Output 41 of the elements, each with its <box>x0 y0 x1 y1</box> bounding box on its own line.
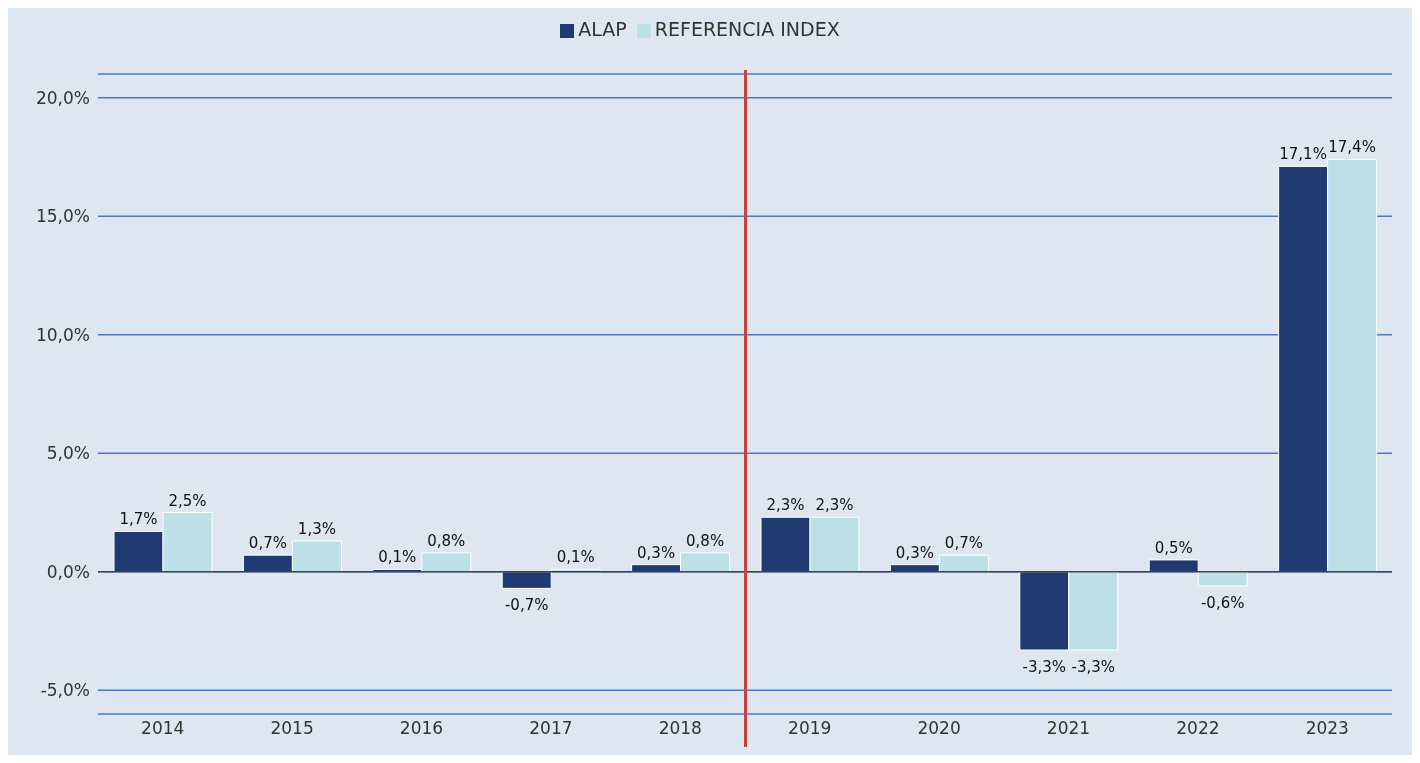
data-label: 0,5% <box>1154 538 1193 557</box>
data-label: 2,3% <box>766 496 805 515</box>
y-tick-label: 10,0% <box>35 324 90 345</box>
y-tick-label: 5,0% <box>46 443 90 464</box>
y-tick-label: 15,0% <box>35 206 90 227</box>
x-tick-label: 2020 <box>917 718 961 739</box>
data-label: -3,3% <box>1022 658 1067 676</box>
data-label: 0,8% <box>686 531 725 550</box>
legend-label: ALAP <box>578 18 627 40</box>
data-label: 0,8% <box>427 531 466 550</box>
data-label: -3,3% <box>1071 658 1116 676</box>
x-tick-label: 2014 <box>141 718 185 739</box>
data-label: 0,1% <box>556 548 595 567</box>
data-label: 0,7% <box>248 534 287 553</box>
y-tick-label: 0,0% <box>46 561 90 582</box>
y-tick-label: 20,0% <box>35 87 90 108</box>
y-tick-label: -5,0% <box>40 680 90 701</box>
data-label: 1,3% <box>297 519 336 538</box>
data-label: -0,6% <box>1200 594 1245 612</box>
data-label: 1,7% <box>119 510 158 529</box>
bar <box>1197 571 1248 587</box>
data-label: 0,3% <box>637 543 676 562</box>
data-label: 2,3% <box>815 496 854 515</box>
data-label: 17,1% <box>1279 145 1327 164</box>
x-tick-label: 2019 <box>788 718 832 739</box>
legend-label: REFERENCIA INDEX <box>654 18 840 40</box>
data-label: 2,5% <box>168 491 207 510</box>
x-tick-label: 2016 <box>399 718 444 739</box>
x-tick-label: 2022 <box>1176 718 1220 739</box>
bar <box>501 571 552 589</box>
data-label: 17,4% <box>1328 138 1376 157</box>
x-tick-label: 2023 <box>1305 718 1349 739</box>
x-tick-label: 2018 <box>658 718 702 739</box>
bar <box>1148 559 1199 573</box>
data-label: 0,7% <box>944 534 983 553</box>
data-label: 0,1% <box>378 548 417 567</box>
data-label: -0,7% <box>504 596 549 615</box>
x-tick-label: 2021 <box>1046 718 1091 739</box>
data-label: 0,3% <box>895 543 934 562</box>
x-tick-label: 2017 <box>529 718 573 739</box>
x-tick-label: 2015 <box>270 718 314 739</box>
